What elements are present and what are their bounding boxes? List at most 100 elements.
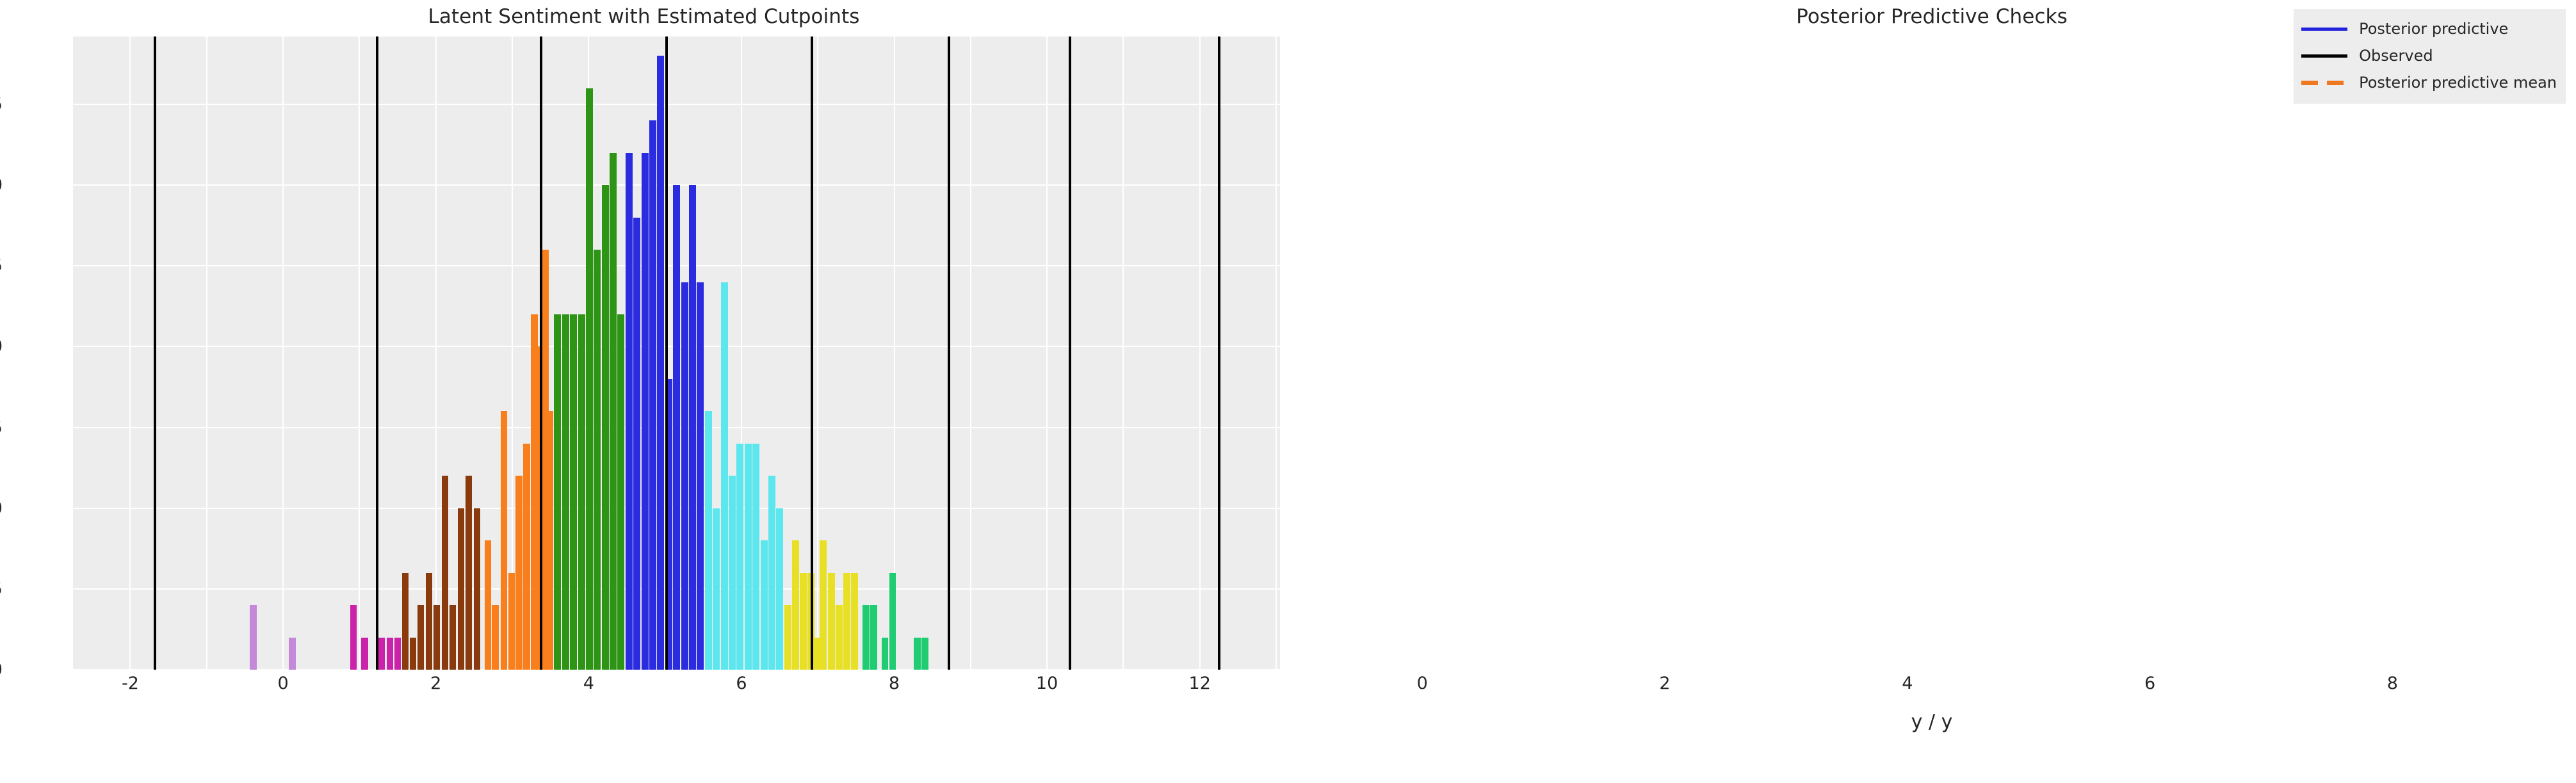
ytick-label: 10.0 xyxy=(0,337,3,357)
xtick-label: 0 xyxy=(277,674,289,693)
cutpoint-line xyxy=(665,36,668,670)
histogram-bar xyxy=(361,637,368,670)
xtick-label: 2 xyxy=(1659,674,1671,693)
histogram-bar xyxy=(820,540,827,670)
histogram-bar xyxy=(465,476,473,670)
histogram-bar xyxy=(409,637,417,670)
legend-swatch-1 xyxy=(2301,20,2348,37)
histogram-bar xyxy=(484,540,492,670)
histogram-bar xyxy=(889,572,896,670)
histogram-bar xyxy=(665,378,672,670)
legend-label: Posterior predictive xyxy=(2359,20,2509,38)
histogram-bar xyxy=(433,605,441,670)
histogram-bar xyxy=(457,508,465,670)
legend-label: Posterior predictive mean xyxy=(2359,74,2557,92)
histogram-bar xyxy=(721,282,728,670)
histogram-bar xyxy=(401,572,409,670)
cutpoint-line xyxy=(948,36,951,670)
panel-latent-sentiment: Latent Sentiment with Estimated Cutpoint… xyxy=(0,5,1280,693)
gridline-horizontal xyxy=(73,184,1280,186)
histogram-bar xyxy=(500,411,508,670)
histogram-bar xyxy=(745,443,752,670)
xtick-label: 6 xyxy=(2144,674,2156,693)
histogram-bar xyxy=(562,314,569,670)
histogram-bar xyxy=(843,572,850,670)
xtick-label: 2 xyxy=(430,674,442,693)
histogram-bar xyxy=(378,637,385,670)
histogram-bar xyxy=(752,443,759,670)
histogram-bar xyxy=(534,346,541,670)
gridline-vertical xyxy=(740,36,742,670)
histogram-bar xyxy=(851,572,858,670)
legend-line-sample xyxy=(2301,28,2348,31)
histogram-bar xyxy=(626,152,633,670)
histogram-bar xyxy=(473,508,481,670)
ytick-label: 7.5 xyxy=(0,417,3,437)
xtick-label: -2 xyxy=(122,674,139,693)
legend-swatch-2 xyxy=(2301,47,2348,64)
histogram-bar xyxy=(546,411,553,670)
gridline-vertical-minor xyxy=(359,36,360,670)
histogram-bar xyxy=(881,637,889,670)
histogram-bar xyxy=(441,476,449,670)
legend-row: Posterior predictive mean xyxy=(2301,69,2557,96)
legend: Posterior predictive Observed Posterior pr… xyxy=(2294,9,2566,104)
xtick-label: 4 xyxy=(1902,674,1913,693)
histogram-bar xyxy=(250,605,257,670)
histogram-bar xyxy=(578,314,585,670)
legend-row: Posterior predictive xyxy=(2301,15,2557,42)
xtick-label: 10 xyxy=(1035,674,1058,693)
histogram-bar xyxy=(394,637,401,670)
right-panel-title: Posterior Predictive Checks xyxy=(1796,5,2068,28)
histogram-bar xyxy=(697,282,704,670)
histogram-bar xyxy=(813,637,820,670)
histogram-bar xyxy=(673,185,680,670)
gridline-vertical xyxy=(129,36,131,670)
legend-row: Observed xyxy=(2301,42,2557,69)
xtick-label: 8 xyxy=(2386,674,2398,693)
gridline-vertical xyxy=(893,36,895,670)
xtick-label: 12 xyxy=(1188,674,1211,693)
gridline-vertical-minor xyxy=(969,36,971,670)
ytick-label: 5.0 xyxy=(0,498,3,518)
histogram-bar xyxy=(586,88,593,670)
histogram-bar xyxy=(705,411,712,670)
histogram-bar xyxy=(649,120,656,670)
histogram-bar xyxy=(713,508,720,670)
gridline-horizontal xyxy=(73,103,1280,105)
histogram-bar xyxy=(761,540,768,670)
ytick-label: 15.0 xyxy=(0,175,3,195)
left-axes xyxy=(73,36,1280,670)
ytick-label: 17.5 xyxy=(0,94,3,114)
xtick-label: 6 xyxy=(736,674,747,693)
cutpoint-line xyxy=(1217,36,1220,670)
gridline-vertical xyxy=(1199,36,1201,670)
right-xaxis-title: y / y xyxy=(1911,711,1953,733)
histogram-bar xyxy=(914,637,921,670)
histogram-bar xyxy=(792,540,799,670)
histogram-bar xyxy=(515,476,522,670)
legend-line-sample xyxy=(2301,81,2348,85)
cutpoint-line xyxy=(153,36,156,670)
histogram-bar xyxy=(784,605,791,670)
histogram-bar xyxy=(602,185,609,670)
gridline-vertical-minor xyxy=(511,36,513,670)
histogram-bar xyxy=(657,56,664,670)
gridline-vertical-minor xyxy=(664,36,666,670)
histogram-bar xyxy=(523,443,530,670)
histogram-bar xyxy=(642,152,649,670)
histogram-bar xyxy=(776,508,783,670)
histogram-bar xyxy=(350,605,357,670)
histogram-bar xyxy=(554,314,561,670)
histogram-bar xyxy=(449,605,457,670)
legend-line-sample xyxy=(2301,54,2348,58)
histogram-bar xyxy=(508,572,515,670)
histogram-bar xyxy=(542,250,549,670)
histogram-bar xyxy=(736,443,743,670)
histogram-bar xyxy=(633,217,640,670)
histogram-bar xyxy=(617,314,624,670)
ytick-label: 12.5 xyxy=(0,256,3,276)
gridline-vertical xyxy=(1046,36,1048,670)
xtick-label: 4 xyxy=(583,674,594,693)
